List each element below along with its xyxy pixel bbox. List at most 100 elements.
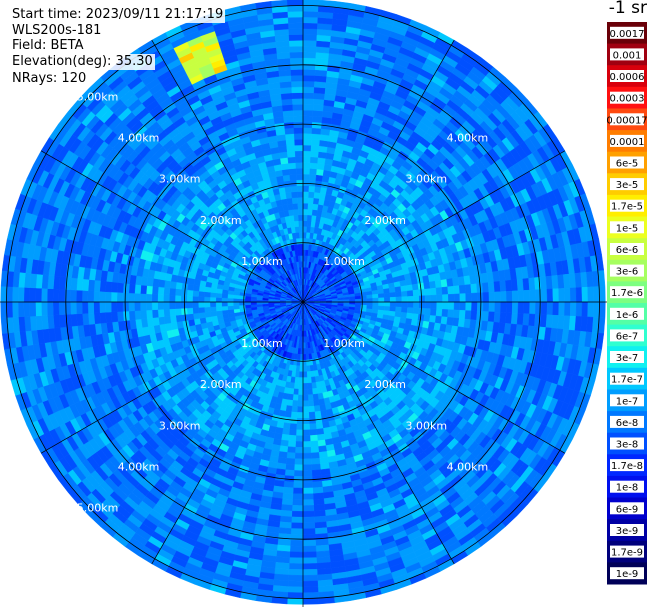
heatmap-cell [93,301,100,314]
heatmap-cell [289,214,295,222]
heatmap-cell [401,301,408,308]
heatmap-cell [383,288,391,294]
heatmap-cell [313,405,321,413]
heatmap-cell [221,301,228,307]
heatmap-cell [430,301,438,310]
heatmap-cell [302,458,312,466]
heatmap-cell [282,492,294,500]
heatmap-cell [307,214,313,222]
heatmap-cell [151,293,159,303]
heatmap-cell [145,309,153,319]
heatmap-cell [394,286,402,293]
heatmap-cell [434,279,443,289]
heatmap-cell [314,69,328,77]
heatmap-cell [313,509,326,518]
heatmap-cell [116,301,124,312]
heatmap-cell [493,281,501,293]
heatmap-cell [302,499,314,506]
heatmap-cell [442,301,449,310]
heatmap-cell [76,278,84,291]
heatmap-cell [286,452,296,460]
heatmap-cell [310,446,320,454]
heatmap-cell [309,434,318,442]
heatmap-cell [280,504,293,512]
heatmap-cell [310,150,320,158]
heatmap-cell [465,292,472,303]
heatmap-cell [528,277,536,291]
heatmap-cell [309,162,318,170]
heatmap-cell [295,156,304,163]
heatmap-cell [309,173,317,181]
heatmap-cell [418,288,426,297]
heatmap-cell [157,286,165,295]
heatmap-cell [401,296,408,303]
heatmap-cell [307,208,313,216]
heatmap-cell [487,311,495,323]
heatmap-cell [411,283,419,291]
heatmap-cell [311,469,322,477]
heatmap-cell [105,311,113,323]
heatmap-cell [99,301,106,313]
heatmap-cell [523,301,531,315]
heatmap-cell [310,457,321,465]
heatmap-cell [383,306,391,312]
heatmap-cell [424,288,432,296]
heatmap-cell [314,515,327,523]
heatmap-cell [99,312,107,324]
heatmap-cell [82,278,90,291]
heatmap-cell [313,98,325,106]
heatmap-cell [313,504,326,512]
heatmap-cell [296,243,301,251]
heatmap-cell [70,277,78,291]
heatmap-cell [302,446,312,454]
heatmap-cell [470,310,478,321]
heatmap-cell [316,433,326,442]
heatmap-cell [311,133,321,141]
heatmap-cell [296,406,304,413]
heatmap-cell [296,191,304,198]
heatmap-cell [424,308,432,316]
heatmap-cell [292,493,304,500]
heatmap-cell [281,168,290,176]
heatmap-cell [388,287,396,294]
heatmap-cell [349,299,356,303]
heatmap-cell [215,292,223,298]
heatmap-cell [423,314,431,323]
heatmap-cell [436,301,443,310]
heatmap-cell [285,133,295,141]
heatmap-cells [0,0,606,605]
heatmap-cell [482,311,490,322]
heatmap-cell [192,301,199,309]
heatmap-cell [163,279,172,289]
heatmap-cell [401,290,408,298]
heatmap-cell [306,365,311,372]
heatmap-cell [540,301,548,316]
heatmap-cell [209,301,217,308]
heatmap-cell [298,377,304,384]
heatmap-cell [293,121,304,129]
heatmap-cell [291,86,304,94]
heatmap-cell [284,186,292,194]
heatmap-cell [459,293,467,303]
heatmap-cell [302,417,310,425]
heatmap-cell [210,310,218,317]
heatmap-cell [302,197,309,204]
heatmap-cell [290,69,304,76]
heatmap-cell [297,388,304,396]
heatmap-cell [168,294,176,303]
heatmap-cell [294,226,300,233]
heatmap-cell [292,394,299,401]
heatmap-cell [291,80,304,88]
heatmap-cell [93,279,101,292]
heatmap-cell [293,470,304,477]
heatmap-cell [311,387,318,395]
heatmap-cell [285,405,293,413]
heatmap-cell [163,287,171,296]
heatmap-cell [499,312,507,324]
heatmap-cell [302,220,308,227]
heatmap-cell [313,86,326,95]
heatmap-cell [186,295,193,303]
heatmap-cell [306,376,312,384]
heatmap-cell [282,422,291,430]
heatmap-cell [295,429,304,437]
